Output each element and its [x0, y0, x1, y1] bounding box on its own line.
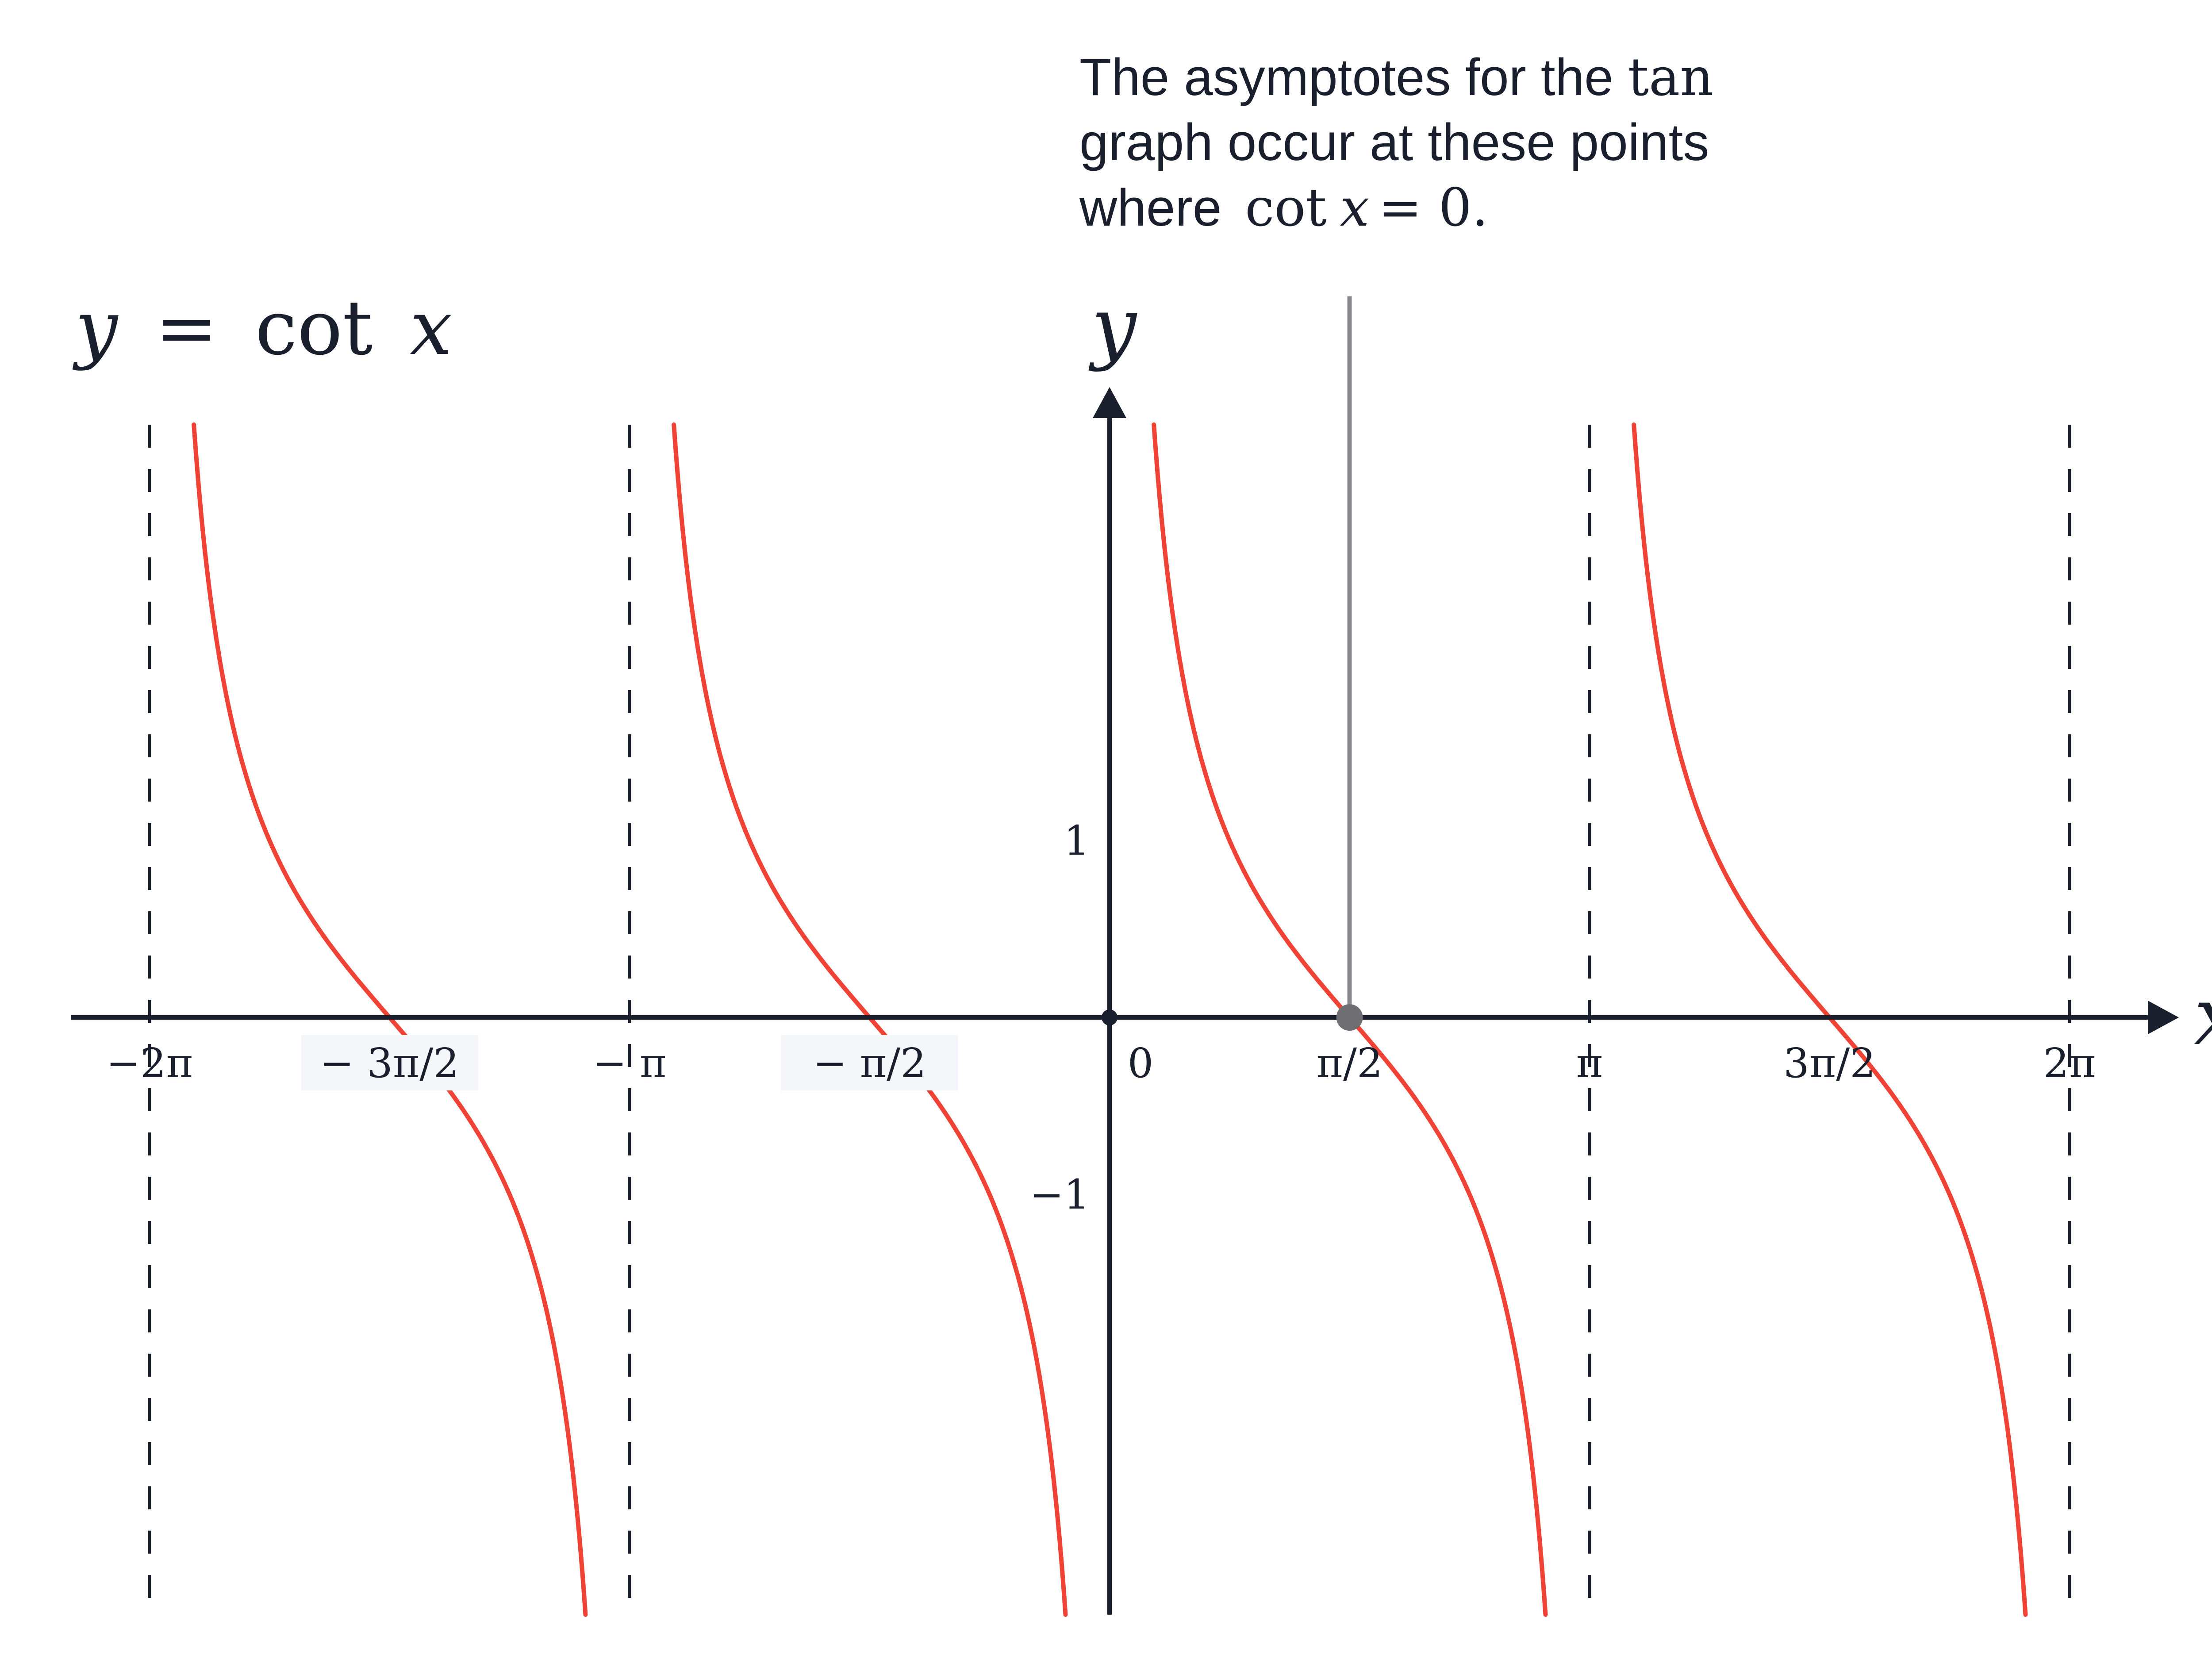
- title-cot: cot: [255, 284, 373, 372]
- annotation-line-1-text: The asymptotes for the: [1079, 48, 1628, 107]
- x-tick-label-6: π: [1576, 1040, 1603, 1087]
- origin-point: [1102, 1009, 1118, 1025]
- annotation-line-3-text: where: [1079, 179, 1236, 237]
- tick-label-bg-1: [301, 1035, 478, 1090]
- axes: [71, 387, 2179, 1615]
- tick-labels: −2π − 3π/2 − π − π/2 0 π/2 π 3π/2 2π 1 −1: [106, 817, 2096, 1218]
- x-tick-label-2: − π: [593, 1040, 667, 1087]
- annotation-line-1: The asymptotes for the tan: [1079, 46, 1713, 107]
- x-tick-label-8: 2π: [2043, 1040, 2096, 1087]
- title-y: y: [72, 284, 119, 372]
- highlight-marker: [1336, 296, 1363, 1031]
- y-axis-arrow-icon: [1093, 387, 1126, 418]
- x-axis-arrow-icon: [2148, 1001, 2179, 1034]
- x-tick-label-4: 0: [1128, 1040, 1154, 1087]
- annotation-line-2: graph occur at these points: [1079, 113, 1709, 172]
- x-axis-label: x: [2194, 971, 2212, 1063]
- x-tick-label-3: − π/2: [813, 1040, 926, 1087]
- x-tick-label-5: π/2: [1317, 1040, 1383, 1087]
- annotation-cot: cot: [1245, 177, 1327, 238]
- chart-title: y = cot x: [72, 284, 452, 372]
- tick-label-bg-3: [781, 1035, 958, 1090]
- y-tick-label-1: −1: [1029, 1171, 1090, 1218]
- y-tick-label-0: 1: [1064, 817, 1090, 864]
- y-axis-label: y: [1088, 280, 1137, 373]
- x-tick-label-7: 3π/2: [1783, 1040, 1876, 1087]
- tick-label-backgrounds: [301, 1035, 958, 1090]
- x-tick-label-0: −2π: [106, 1040, 193, 1087]
- x-tick-label-1: − 3π/2: [320, 1040, 459, 1087]
- annotation-tan: tan: [1628, 46, 1714, 107]
- annotation-equals-zero: = 0.: [1378, 177, 1488, 238]
- annotation-x: x: [1340, 177, 1370, 238]
- title-x: x: [410, 284, 453, 372]
- highlight-point: [1336, 1004, 1363, 1031]
- title-equals: =: [155, 284, 218, 372]
- annotation-line-3: where cot x = 0.: [1079, 177, 1488, 238]
